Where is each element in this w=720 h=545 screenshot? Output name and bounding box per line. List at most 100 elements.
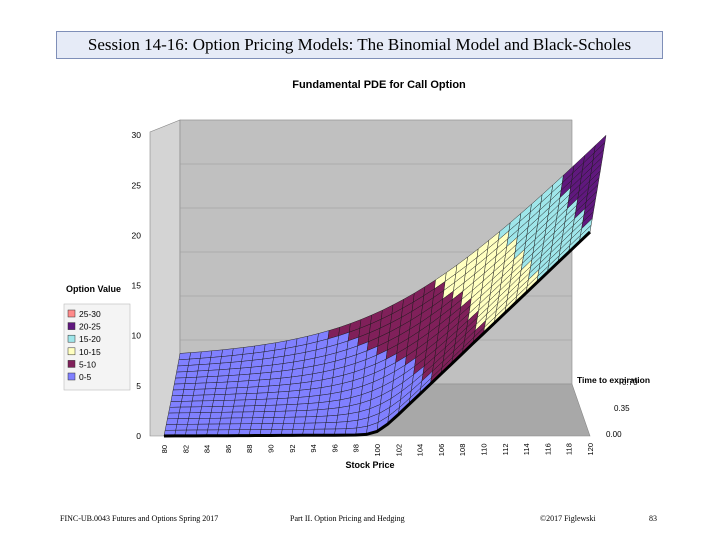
surface-cell <box>258 378 271 387</box>
surface-cell <box>226 381 239 389</box>
surface-cell <box>255 392 269 400</box>
x-tick-label: 94 <box>309 444 318 452</box>
legend-entry-label: 15-20 <box>79 334 101 344</box>
x-tick-label: 90 <box>267 445 276 453</box>
surface-cell <box>303 422 316 430</box>
surface-cell <box>204 382 218 390</box>
surface-cell <box>218 362 232 371</box>
z-tick-label: 30 <box>132 130 142 140</box>
surface-cell <box>196 370 209 378</box>
z-axis-label: Option Value <box>66 284 121 294</box>
z-tick-label: 10 <box>132 331 142 341</box>
surface-cell <box>181 395 194 402</box>
surface-cell <box>175 371 188 379</box>
surface-cell <box>264 404 277 412</box>
x-tick-label: 100 <box>373 444 382 457</box>
footer-part: Part II. Option Pricing and Hedging <box>290 514 405 523</box>
x-tick-label: 92 <box>288 444 297 452</box>
surface-cell <box>167 412 180 420</box>
surface-cell <box>210 406 224 413</box>
surface-cell <box>307 395 321 404</box>
surface-cell <box>235 387 248 395</box>
surface-cell <box>237 373 251 382</box>
surface-cell <box>216 375 229 383</box>
chart-axes: 0 5 10 15 20 25 30 80 82 84 86 88 90 92 94 96 98 100 102 10… <box>132 130 639 456</box>
surface-cell <box>260 423 274 430</box>
surface-cell <box>187 418 200 425</box>
y-axis-label: Time to expiration <box>577 375 650 385</box>
x-tick-label: 86 <box>224 445 233 453</box>
surface-cell <box>296 403 309 412</box>
surface-cell <box>177 412 191 419</box>
surface-cell <box>336 413 349 423</box>
x-tick-label: 104 <box>416 444 425 457</box>
y-tick-label: 0.35 <box>614 404 630 413</box>
surface-cell <box>183 383 196 390</box>
surface-cell <box>254 398 267 406</box>
surface-cell <box>219 417 232 425</box>
surface-cell <box>207 423 220 431</box>
surface-cell <box>178 406 192 414</box>
surface-cell <box>267 384 280 393</box>
slide-title: Session 14-16: Option Pricing Models: Th… <box>56 31 663 59</box>
x-tick-label: 118 <box>565 443 574 455</box>
z-tick-label: 5 <box>136 381 141 391</box>
surface-cell <box>313 422 327 430</box>
x-tick-label: 102 <box>394 444 403 457</box>
legend-swatch <box>67 372 76 381</box>
surface-cell <box>325 414 339 423</box>
surface-cell <box>247 379 260 388</box>
surface-cell <box>250 423 263 430</box>
surface-cell <box>239 367 252 376</box>
surface-cell <box>191 394 205 402</box>
surface-cell <box>222 399 236 407</box>
surface-cell <box>271 423 284 430</box>
surface-cell <box>231 411 244 419</box>
surface-cell <box>174 377 187 385</box>
surface-cell <box>200 406 213 413</box>
x-tick-label: 96 <box>330 444 339 452</box>
surface-cell <box>189 351 202 360</box>
surface-cell <box>277 391 290 399</box>
legend-swatch <box>67 347 76 356</box>
surface-cell <box>228 367 241 376</box>
surface-cell <box>240 417 253 425</box>
surface-cell <box>202 394 215 402</box>
surface-cell <box>175 424 188 431</box>
surface-cell <box>194 382 207 390</box>
surface-cell <box>269 370 283 380</box>
surface-cell <box>164 424 178 431</box>
surface-cell <box>184 376 197 384</box>
surface-cell <box>213 394 226 401</box>
x-tick-label: 110 <box>480 444 489 456</box>
surface-cell <box>199 350 213 359</box>
y-tick-label: 0.70 <box>622 378 638 387</box>
footer-copyright: ©2017 Figlewski <box>540 514 596 523</box>
surface-cell <box>253 405 266 413</box>
surface-cell <box>190 400 204 408</box>
x-tick-label: 84 <box>203 445 212 453</box>
x-tick-label: 116 <box>543 443 552 455</box>
surface-cell <box>217 368 231 377</box>
surface-cell <box>288 382 302 392</box>
option-surface <box>163 134 607 438</box>
surface-cell <box>248 372 261 381</box>
legend-entry-label: 5-10 <box>79 359 96 369</box>
x-tick-label: 112 <box>501 443 510 455</box>
surface-cell <box>236 380 250 389</box>
surface-cell <box>316 408 329 417</box>
legend-entry-label: 25-30 <box>79 309 101 319</box>
surface-cell <box>209 412 223 419</box>
surface-cell <box>225 387 238 395</box>
surface-cell <box>227 374 240 383</box>
surface-cell <box>197 363 210 372</box>
surface-cell <box>170 395 183 402</box>
surface-cell <box>208 362 221 371</box>
surface-cell <box>229 361 242 370</box>
surface-cell <box>335 421 348 430</box>
x-tick-label: 108 <box>458 444 467 457</box>
surface-cell <box>176 418 189 425</box>
expiration-payoff-line <box>163 230 592 438</box>
surface-cell <box>306 402 320 411</box>
